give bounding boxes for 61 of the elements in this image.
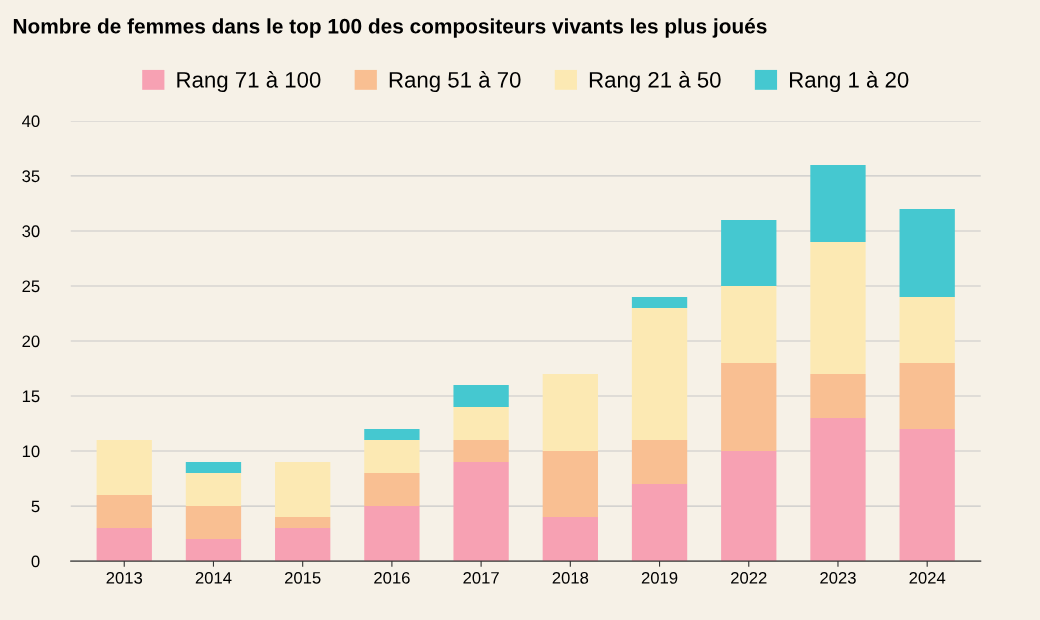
bar: [185, 473, 242, 507]
bar: [810, 418, 866, 562]
bar: [364, 440, 420, 474]
bar: [899, 296, 955, 364]
x-tick-label: 2017: [463, 571, 499, 584]
bar: [96, 440, 152, 496]
bar: [453, 385, 509, 408]
x-tick-label: 2016: [374, 571, 410, 584]
bar: [453, 462, 509, 562]
legend-label: Rang 71 à 100: [177, 71, 321, 93]
bar: [899, 363, 955, 430]
bar: [364, 473, 420, 507]
y-tick-label: 5: [31, 500, 40, 513]
x-tick-label: 2023: [820, 571, 856, 584]
y-tick-label: 30: [22, 225, 40, 238]
bar: [810, 241, 866, 375]
bar: [96, 495, 152, 529]
y-tick-label: 35: [22, 170, 40, 183]
bar: [364, 506, 420, 562]
bar: [721, 451, 777, 562]
legend-label: Rang 1 à 20: [790, 71, 909, 93]
bar: [185, 539, 242, 562]
legend-label: Rang 51 à 70: [389, 71, 521, 93]
x-tick-label: 2018: [552, 571, 589, 584]
bar: [810, 374, 866, 419]
bar: [185, 506, 242, 540]
bar: [631, 307, 688, 441]
x-tick-label: 2015: [284, 571, 321, 584]
bar: [721, 285, 777, 364]
chart-title: Nombre de femmes dans le top 100 des compositeurs vivants les plus joués: [13, 18, 767, 38]
bar: [542, 451, 598, 518]
x-tick-label: 2024: [909, 571, 946, 584]
x-tick-label: 2019: [641, 571, 678, 584]
bar: [721, 219, 777, 286]
bar: [453, 440, 509, 463]
bar: [542, 374, 598, 452]
legend-label: Rang 21 à 50: [589, 71, 721, 93]
bar: [275, 517, 331, 529]
bar: [899, 208, 955, 297]
bar: [721, 363, 777, 452]
y-tick-label: 20: [22, 335, 40, 348]
bar: [810, 164, 866, 242]
bar: [275, 462, 331, 518]
bar: [364, 429, 420, 441]
x-tick-label: 2014: [195, 571, 232, 584]
y-tick-label: 10: [22, 445, 40, 458]
bar: [631, 484, 688, 562]
x-tick-label: 2022: [731, 571, 767, 584]
bar: [631, 296, 688, 308]
y-tick-label: 25: [22, 280, 40, 293]
y-tick-label: 40: [22, 115, 40, 128]
bar: [453, 407, 509, 441]
bar: [275, 528, 331, 562]
bar: [631, 440, 688, 485]
y-tick-label: 15: [22, 390, 40, 403]
bar: [185, 462, 242, 474]
bar: [899, 429, 955, 562]
bar: [542, 517, 598, 562]
x-tick-label: 2013: [106, 571, 143, 584]
bar: [96, 528, 152, 562]
y-tick-label: 0: [31, 555, 40, 568]
